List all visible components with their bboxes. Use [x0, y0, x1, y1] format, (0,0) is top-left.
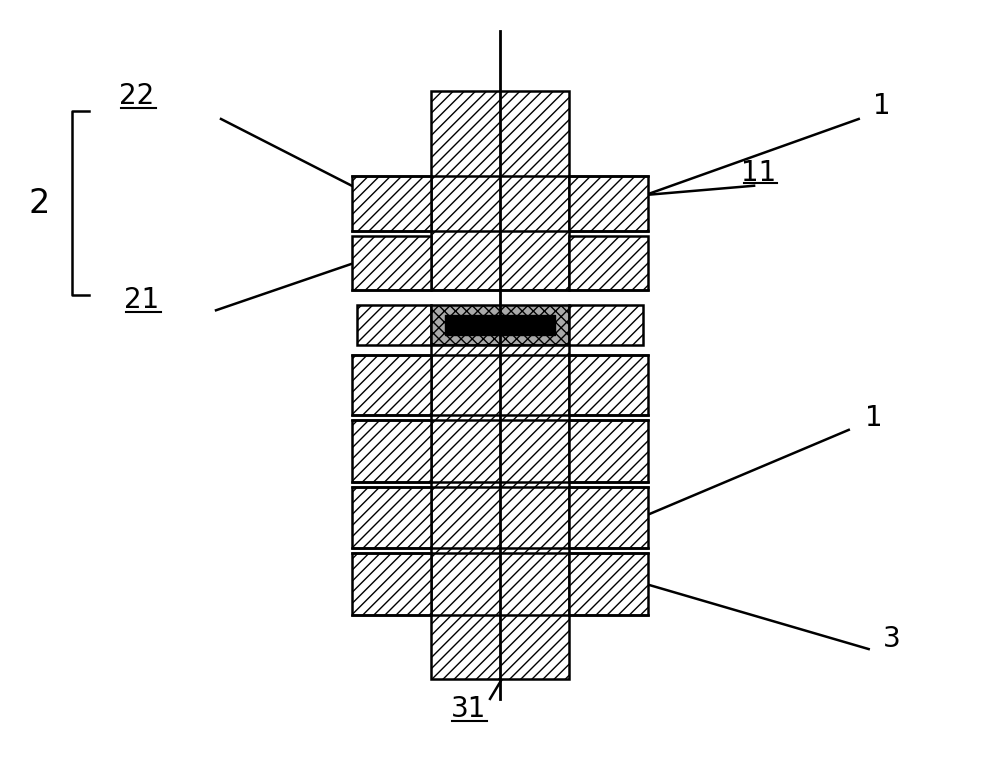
Bar: [352, 236, 431, 290]
Bar: [431, 305, 569, 346]
Text: 31: 31: [450, 695, 486, 723]
Bar: [569, 554, 648, 615]
Bar: [569, 420, 648, 482]
Text: 3: 3: [883, 625, 900, 653]
Text: 1: 1: [873, 92, 890, 120]
Bar: [431, 346, 569, 679]
Bar: [569, 236, 648, 290]
Bar: [357, 305, 431, 346]
Bar: [352, 420, 431, 482]
Text: 22: 22: [119, 82, 154, 110]
Text: 2: 2: [29, 186, 50, 220]
Bar: [352, 355, 431, 415]
Bar: [352, 487, 431, 548]
Text: 21: 21: [124, 286, 159, 314]
Bar: [569, 487, 648, 548]
Bar: [431, 91, 569, 290]
Text: 1: 1: [865, 404, 882, 432]
Bar: [569, 176, 648, 231]
Bar: [569, 355, 648, 415]
Bar: [569, 305, 643, 346]
Text: 11: 11: [741, 159, 777, 186]
Bar: [352, 176, 431, 231]
Bar: [352, 554, 431, 615]
